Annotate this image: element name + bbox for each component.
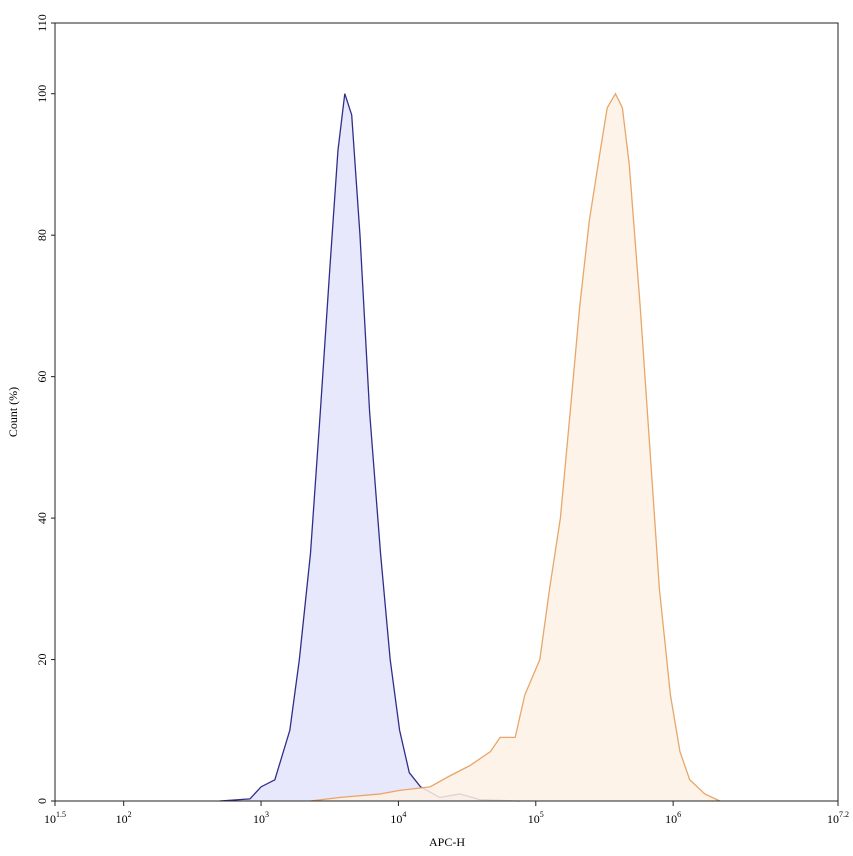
x-tick-label: 107.2 [827,810,849,826]
plot-frame [54,22,839,802]
x-tick-exponent: 2 [128,810,132,819]
histogram-line [310,92,721,802]
x-tick-label: 106 [665,810,681,826]
x-tick-exponent: 5 [540,810,544,819]
x-tick-base: 10 [827,812,839,826]
x-tick-base: 10 [665,812,677,826]
x-tick-exponent: 3 [265,810,269,819]
x-tick-label: 105 [528,810,544,826]
y-tick-label: 110 [35,14,49,32]
x-tick-base: 10 [116,812,128,826]
x-tick-base: 10 [390,812,402,826]
area-fill [310,93,720,802]
x-tick-exponent: 6 [677,810,681,819]
x-tick-label: 101.5 [44,810,66,826]
y-axis-title: Count (%) [6,387,20,437]
area-fill [219,93,520,802]
x-tick-exponent: 4 [402,810,406,819]
x-tick-label: 102 [116,810,132,826]
x-tick-exponent: 1.5 [56,810,66,819]
y-tick-label: 60 [35,371,49,383]
y-tick-label: 0 [35,798,49,804]
x-tick-base: 10 [44,812,56,826]
x-axis-title: APC-H [429,835,465,849]
x-tick-base: 10 [528,812,540,826]
y-tick-label: 80 [35,229,49,241]
y-tick-label: 40 [35,512,49,524]
y-tick-label: 20 [35,654,49,666]
x-tick-label: 103 [253,810,269,826]
x-tick-base: 10 [253,812,265,826]
x-tick-label: 104 [390,810,406,826]
y-tick-label: 100 [35,85,49,103]
x-tick-exponent: 7.2 [839,810,849,819]
